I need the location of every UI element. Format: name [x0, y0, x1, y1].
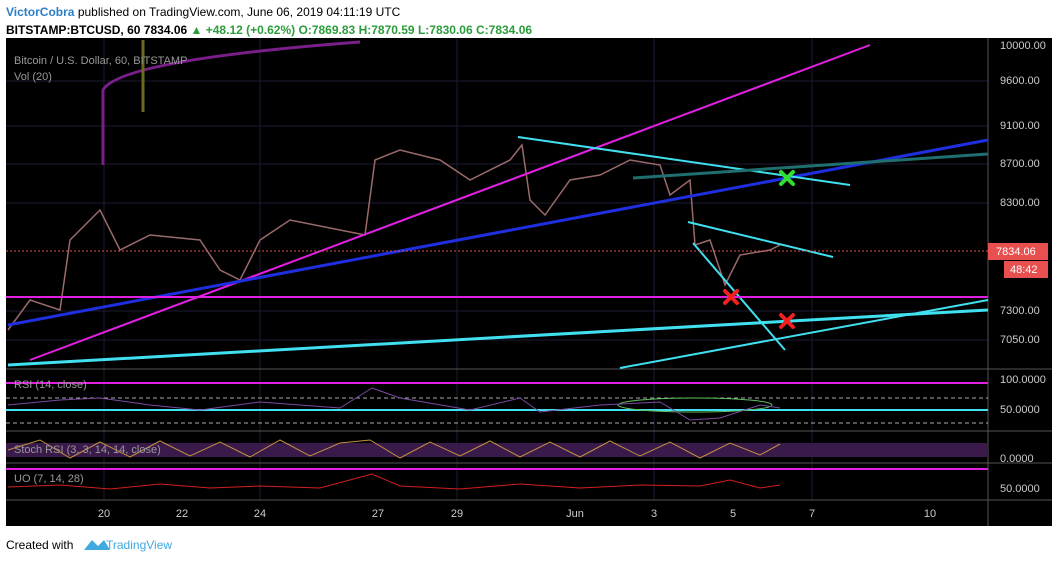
purple-curve [101, 40, 361, 165]
indicator-label: 50.0000 [1000, 404, 1040, 416]
rsi-pane [6, 382, 988, 424]
price-label: 7050.00 [1000, 334, 1040, 346]
date-label: Jun [566, 508, 584, 520]
date-axis: 20 22 24 27 29 Jun 3 5 7 10 [98, 508, 936, 520]
countdown-bg [1004, 261, 1048, 278]
indicator-label: 50.0000 [1000, 483, 1040, 495]
price-label: 9100.00 [1000, 120, 1040, 132]
price-line [7, 143, 781, 331]
open: O:7869.83 [298, 23, 356, 37]
uo-line [7, 473, 781, 490]
date-label: 3 [651, 508, 657, 520]
date-label: 20 [98, 508, 110, 520]
date-label: 22 [176, 508, 188, 520]
indicator-label: 0.0000 [1000, 453, 1034, 465]
change: ▲ +48.12 (+0.62%) [190, 23, 296, 37]
legend-volume: Vol (20) [14, 71, 52, 83]
logo [84, 540, 110, 550]
low: L:7830.06 [417, 23, 473, 37]
quote-line: BITSTAMP:BTCUSD, 60 7834.06 ▲ +48.12 (+0… [6, 23, 532, 37]
price-label: 8300.00 [1000, 197, 1040, 209]
footer-prefix: Created with [6, 538, 73, 552]
stoch-band [6, 443, 988, 457]
date-label: 24 [254, 508, 266, 520]
price-badge-bg [988, 243, 1048, 260]
legend-stoch: Stoch RSI (3, 3, 14, 14, close) [14, 444, 161, 456]
price-label: 10000.00 [1000, 40, 1046, 52]
trendlines [6, 44, 989, 369]
indicator-label: 100.0000 [1000, 374, 1046, 386]
date-label: 7 [809, 508, 815, 520]
close: C:7834.06 [476, 23, 533, 37]
date-label: 27 [372, 508, 384, 520]
date-label: 29 [451, 508, 463, 520]
date-label: 10 [924, 508, 936, 520]
footer-brand[interactable]: TradingView [106, 538, 172, 552]
author[interactable]: VictorCobra [6, 5, 75, 19]
high: H:7870.59 [358, 23, 415, 37]
legend-rsi: RSI (14, close) [14, 379, 87, 391]
price-badge: 7834.06 [996, 246, 1036, 258]
price-label: 7300.00 [1000, 305, 1040, 317]
change-value: +48.12 (+0.62%) [205, 23, 296, 37]
last: 7834.06 [143, 23, 188, 37]
countdown: 48:42 [1010, 264, 1038, 276]
symbol: BITSTAMP:BTCUSD, 60 [6, 23, 141, 37]
price-axis: 10000.00 9600.00 9100.00 8700.00 8300.00… [1000, 40, 1046, 495]
legend-main: Bitcoin / U.S. Dollar, 60, BITSTAMP [14, 55, 187, 67]
published: published on TradingView.com, June 06, 2… [77, 5, 401, 19]
price-label: 8700.00 [1000, 158, 1040, 170]
legend-uo: UO (7, 14, 28) [14, 473, 84, 485]
header-line: VictorCobra published on TradingView.com… [6, 5, 400, 19]
stoch-line [7, 439, 781, 459]
date-label: 5 [730, 508, 736, 520]
price-label: 9600.00 [1000, 75, 1040, 87]
markers [723, 170, 795, 329]
legends: Bitcoin / U.S. Dollar, 60, BITSTAMP Vol … [14, 55, 187, 485]
